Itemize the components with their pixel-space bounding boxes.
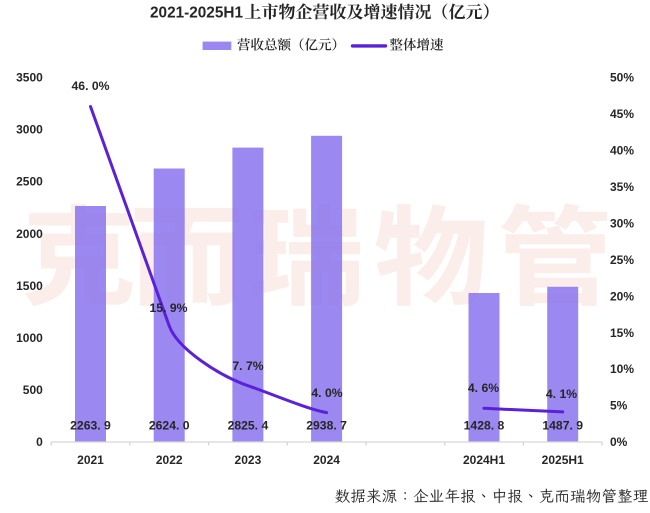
svg-text:10%: 10%: [610, 362, 634, 376]
svg-text:50%: 50%: [610, 71, 634, 85]
svg-text:30%: 30%: [610, 216, 634, 230]
svg-text:4. 6%: 4. 6%: [468, 381, 499, 395]
svg-text:2825. 4: 2825. 4: [228, 419, 269, 433]
svg-text:15%: 15%: [610, 326, 634, 340]
svg-text:500: 500: [23, 383, 43, 397]
svg-text:2025H1: 2025H1: [542, 453, 584, 467]
svg-text:1487. 9: 1487. 9: [542, 419, 583, 433]
svg-text:3500: 3500: [16, 71, 43, 85]
svg-text:4. 0%: 4. 0%: [311, 386, 342, 400]
svg-text:2022: 2022: [156, 453, 183, 467]
svg-text:2500: 2500: [16, 175, 43, 189]
svg-text:1500: 1500: [16, 279, 43, 293]
svg-text:7. 7%: 7. 7%: [232, 359, 263, 373]
svg-text:2024: 2024: [313, 453, 340, 467]
svg-text:15. 9%: 15. 9%: [150, 301, 188, 315]
svg-text:2263. 9: 2263. 9: [70, 419, 111, 433]
svg-text:2021-2025H1: 2021-2025H1: [150, 4, 243, 21]
svg-text:46. 0%: 46. 0%: [72, 79, 110, 93]
svg-text:20%: 20%: [610, 289, 634, 303]
svg-text:0: 0: [36, 435, 43, 449]
svg-text:45%: 45%: [610, 107, 634, 121]
svg-text:25%: 25%: [610, 253, 634, 267]
svg-text:2021: 2021: [77, 453, 104, 467]
svg-text:35%: 35%: [610, 180, 634, 194]
svg-text:40%: 40%: [610, 144, 634, 158]
svg-text:2024H1: 2024H1: [463, 453, 505, 467]
svg-text:2938. 7: 2938. 7: [306, 419, 347, 433]
svg-text:0%: 0%: [610, 435, 628, 449]
svg-text:4. 1%: 4. 1%: [546, 387, 577, 401]
svg-text:1000: 1000: [16, 331, 43, 345]
svg-text:2000: 2000: [16, 227, 43, 241]
svg-text:5%: 5%: [610, 399, 628, 413]
svg-text:3000: 3000: [16, 123, 43, 137]
svg-text:2023: 2023: [235, 453, 262, 467]
svg-text:1428. 8: 1428. 8: [464, 419, 505, 433]
svg-text:2624. 0: 2624. 0: [149, 419, 190, 433]
